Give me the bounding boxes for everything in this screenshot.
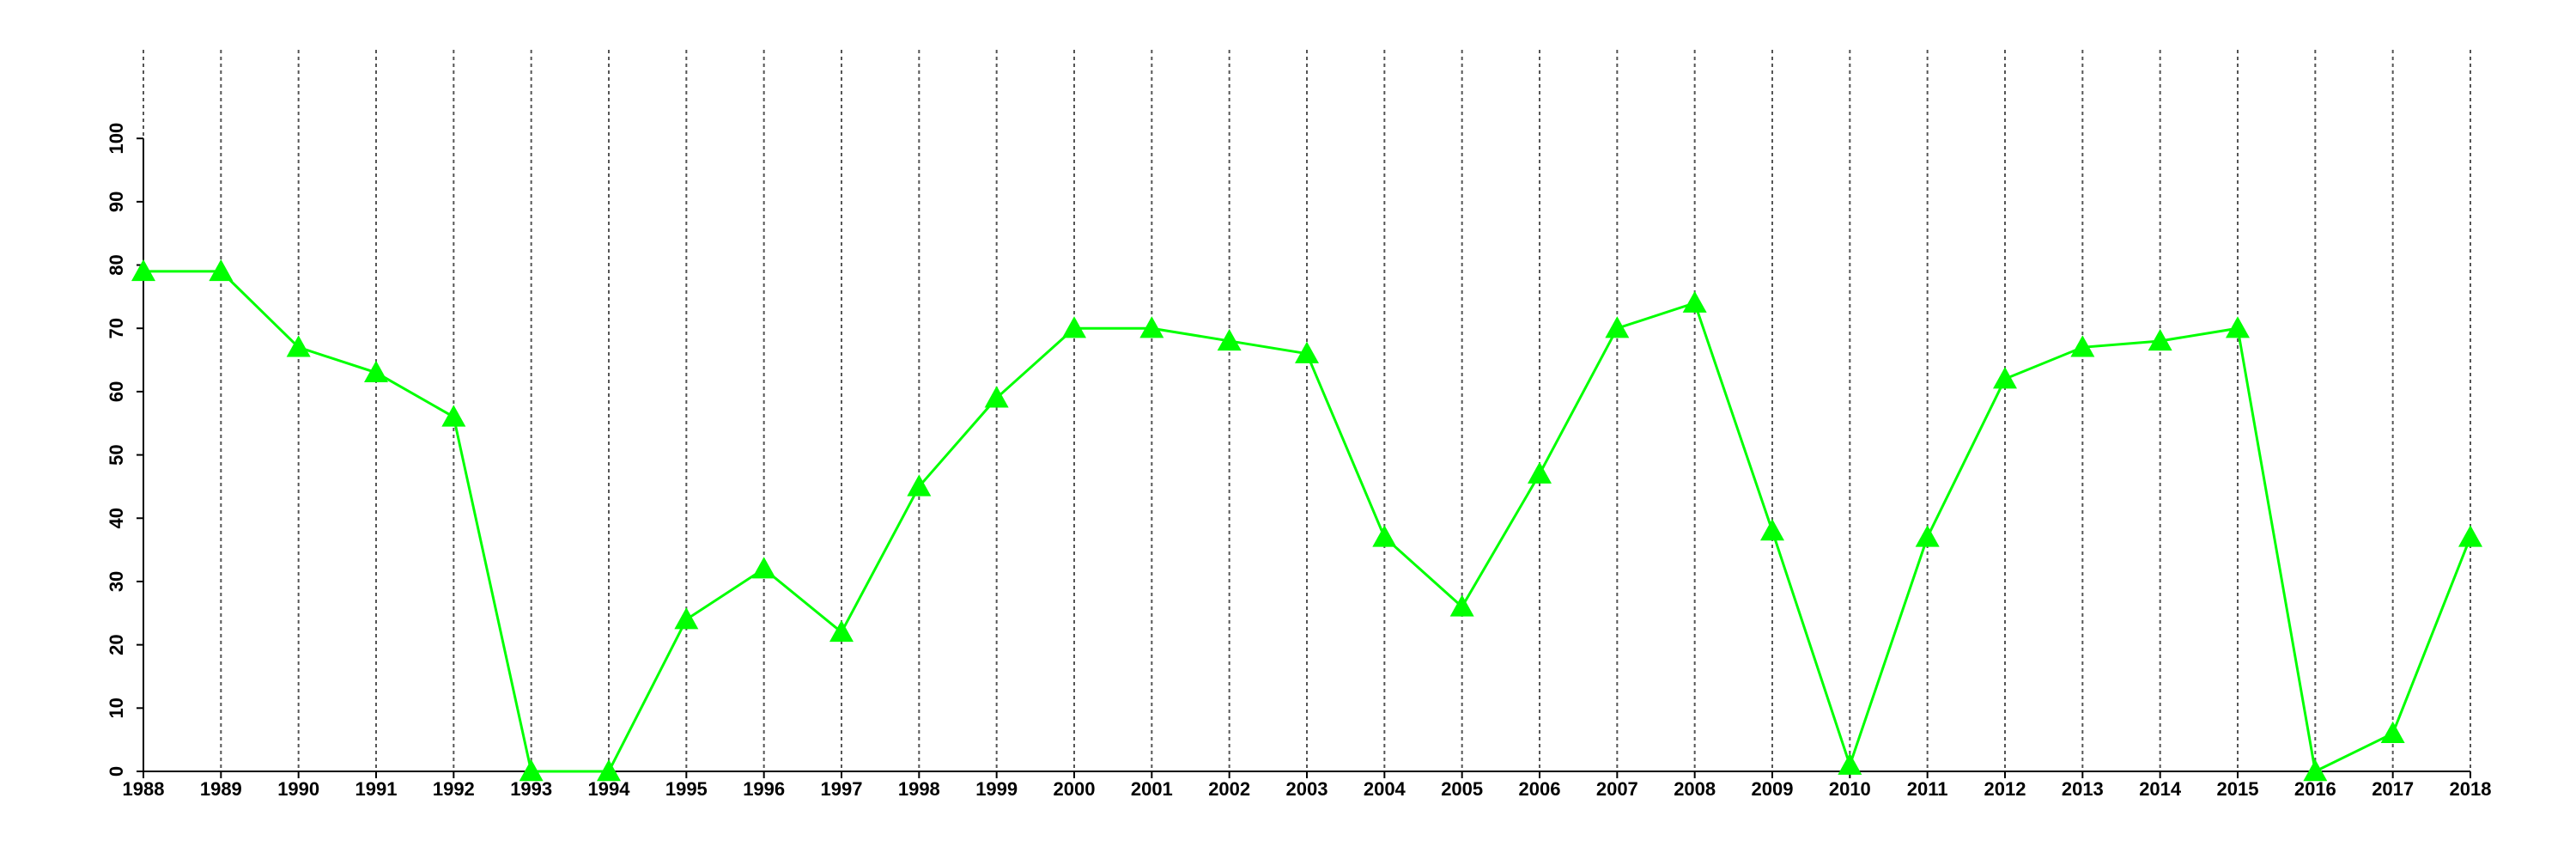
x-tick-label: 2004 — [1364, 778, 1406, 800]
x-tick-label: 2009 — [1752, 778, 1794, 800]
x-tick-label: 1994 — [588, 778, 631, 800]
x-tick-label: 2001 — [1131, 778, 1173, 800]
point-marker — [597, 759, 621, 782]
point-marker — [2380, 721, 2405, 743]
point-marker — [2303, 759, 2328, 782]
y-tick-label: 60 — [106, 381, 127, 402]
x-tick-label: 1998 — [898, 778, 940, 800]
x-tick-label: 2010 — [1829, 778, 1871, 800]
x-tick-label: 1995 — [665, 778, 708, 800]
x-tick-label: 1997 — [821, 778, 863, 800]
y-tick-label: 70 — [106, 318, 127, 338]
point-marker — [1217, 328, 1242, 351]
x-tick-label: 2000 — [1054, 778, 1096, 800]
x-tick-label: 2016 — [2294, 778, 2336, 800]
x-tick-label: 2007 — [1596, 778, 1638, 800]
x-tick-label: 2006 — [1519, 778, 1561, 800]
x-tick-label: 2015 — [2217, 778, 2259, 800]
y-tick-label: 100 — [106, 123, 127, 155]
point-marker — [1139, 316, 1164, 338]
x-tick-label: 1990 — [277, 778, 319, 800]
y-tick-label: 20 — [106, 634, 127, 655]
point-marker — [1062, 316, 1086, 338]
x-tick-label: 2018 — [2450, 778, 2492, 800]
point-marker — [829, 619, 854, 643]
x-tick-label: 1992 — [433, 778, 475, 800]
y-tick-label: 90 — [106, 192, 127, 212]
point-marker — [907, 474, 932, 497]
point-marker — [1449, 594, 1474, 617]
point-marker — [1605, 316, 1630, 338]
y-tick-label: 50 — [106, 444, 127, 465]
point-marker — [1295, 341, 1319, 363]
point-marker — [1372, 525, 1397, 547]
x-tick-label: 2012 — [1984, 778, 2026, 800]
point-marker — [1993, 367, 2017, 389]
point-marker — [751, 557, 776, 579]
point-marker — [2148, 328, 2172, 351]
point-marker — [209, 259, 234, 282]
point-marker — [674, 607, 699, 630]
y-tick-label: 0 — [106, 766, 127, 777]
point-marker — [2226, 316, 2250, 338]
y-tick-label: 10 — [106, 698, 127, 718]
point-marker — [286, 335, 311, 357]
point-marker — [131, 259, 155, 282]
point-marker — [441, 405, 466, 427]
point-marker — [2070, 335, 2095, 357]
x-tick-label: 1988 — [123, 778, 165, 800]
x-tick-label: 2003 — [1286, 778, 1328, 800]
point-marker — [1528, 461, 1552, 484]
x-tick-label: 1993 — [510, 778, 552, 800]
x-tick-label: 2002 — [1208, 778, 1250, 800]
x-tick-label: 2008 — [1674, 778, 1716, 800]
point-marker — [2458, 525, 2482, 547]
point-marker — [519, 759, 544, 782]
x-tick-label: 2014 — [2139, 778, 2182, 800]
x-tick-label: 2017 — [2372, 778, 2414, 800]
x-tick-label: 2005 — [1441, 778, 1483, 800]
x-tick-label: 1989 — [200, 778, 242, 800]
point-marker — [1682, 290, 1707, 313]
x-tick-label: 1991 — [355, 778, 398, 800]
point-marker — [364, 360, 388, 382]
x-tick-label: 2011 — [1907, 778, 1948, 800]
point-marker — [984, 386, 1009, 408]
x-tick-label: 1996 — [743, 778, 785, 800]
y-tick-label: 80 — [106, 254, 127, 275]
x-tick-label: 1999 — [975, 778, 1018, 800]
point-marker — [1838, 752, 1862, 775]
y-tick-label: 30 — [106, 571, 127, 592]
x-tick-label: 2013 — [2062, 778, 2104, 800]
point-marker — [1915, 525, 1940, 547]
point-marker — [1760, 519, 1784, 541]
y-tick-label: 40 — [106, 508, 127, 528]
